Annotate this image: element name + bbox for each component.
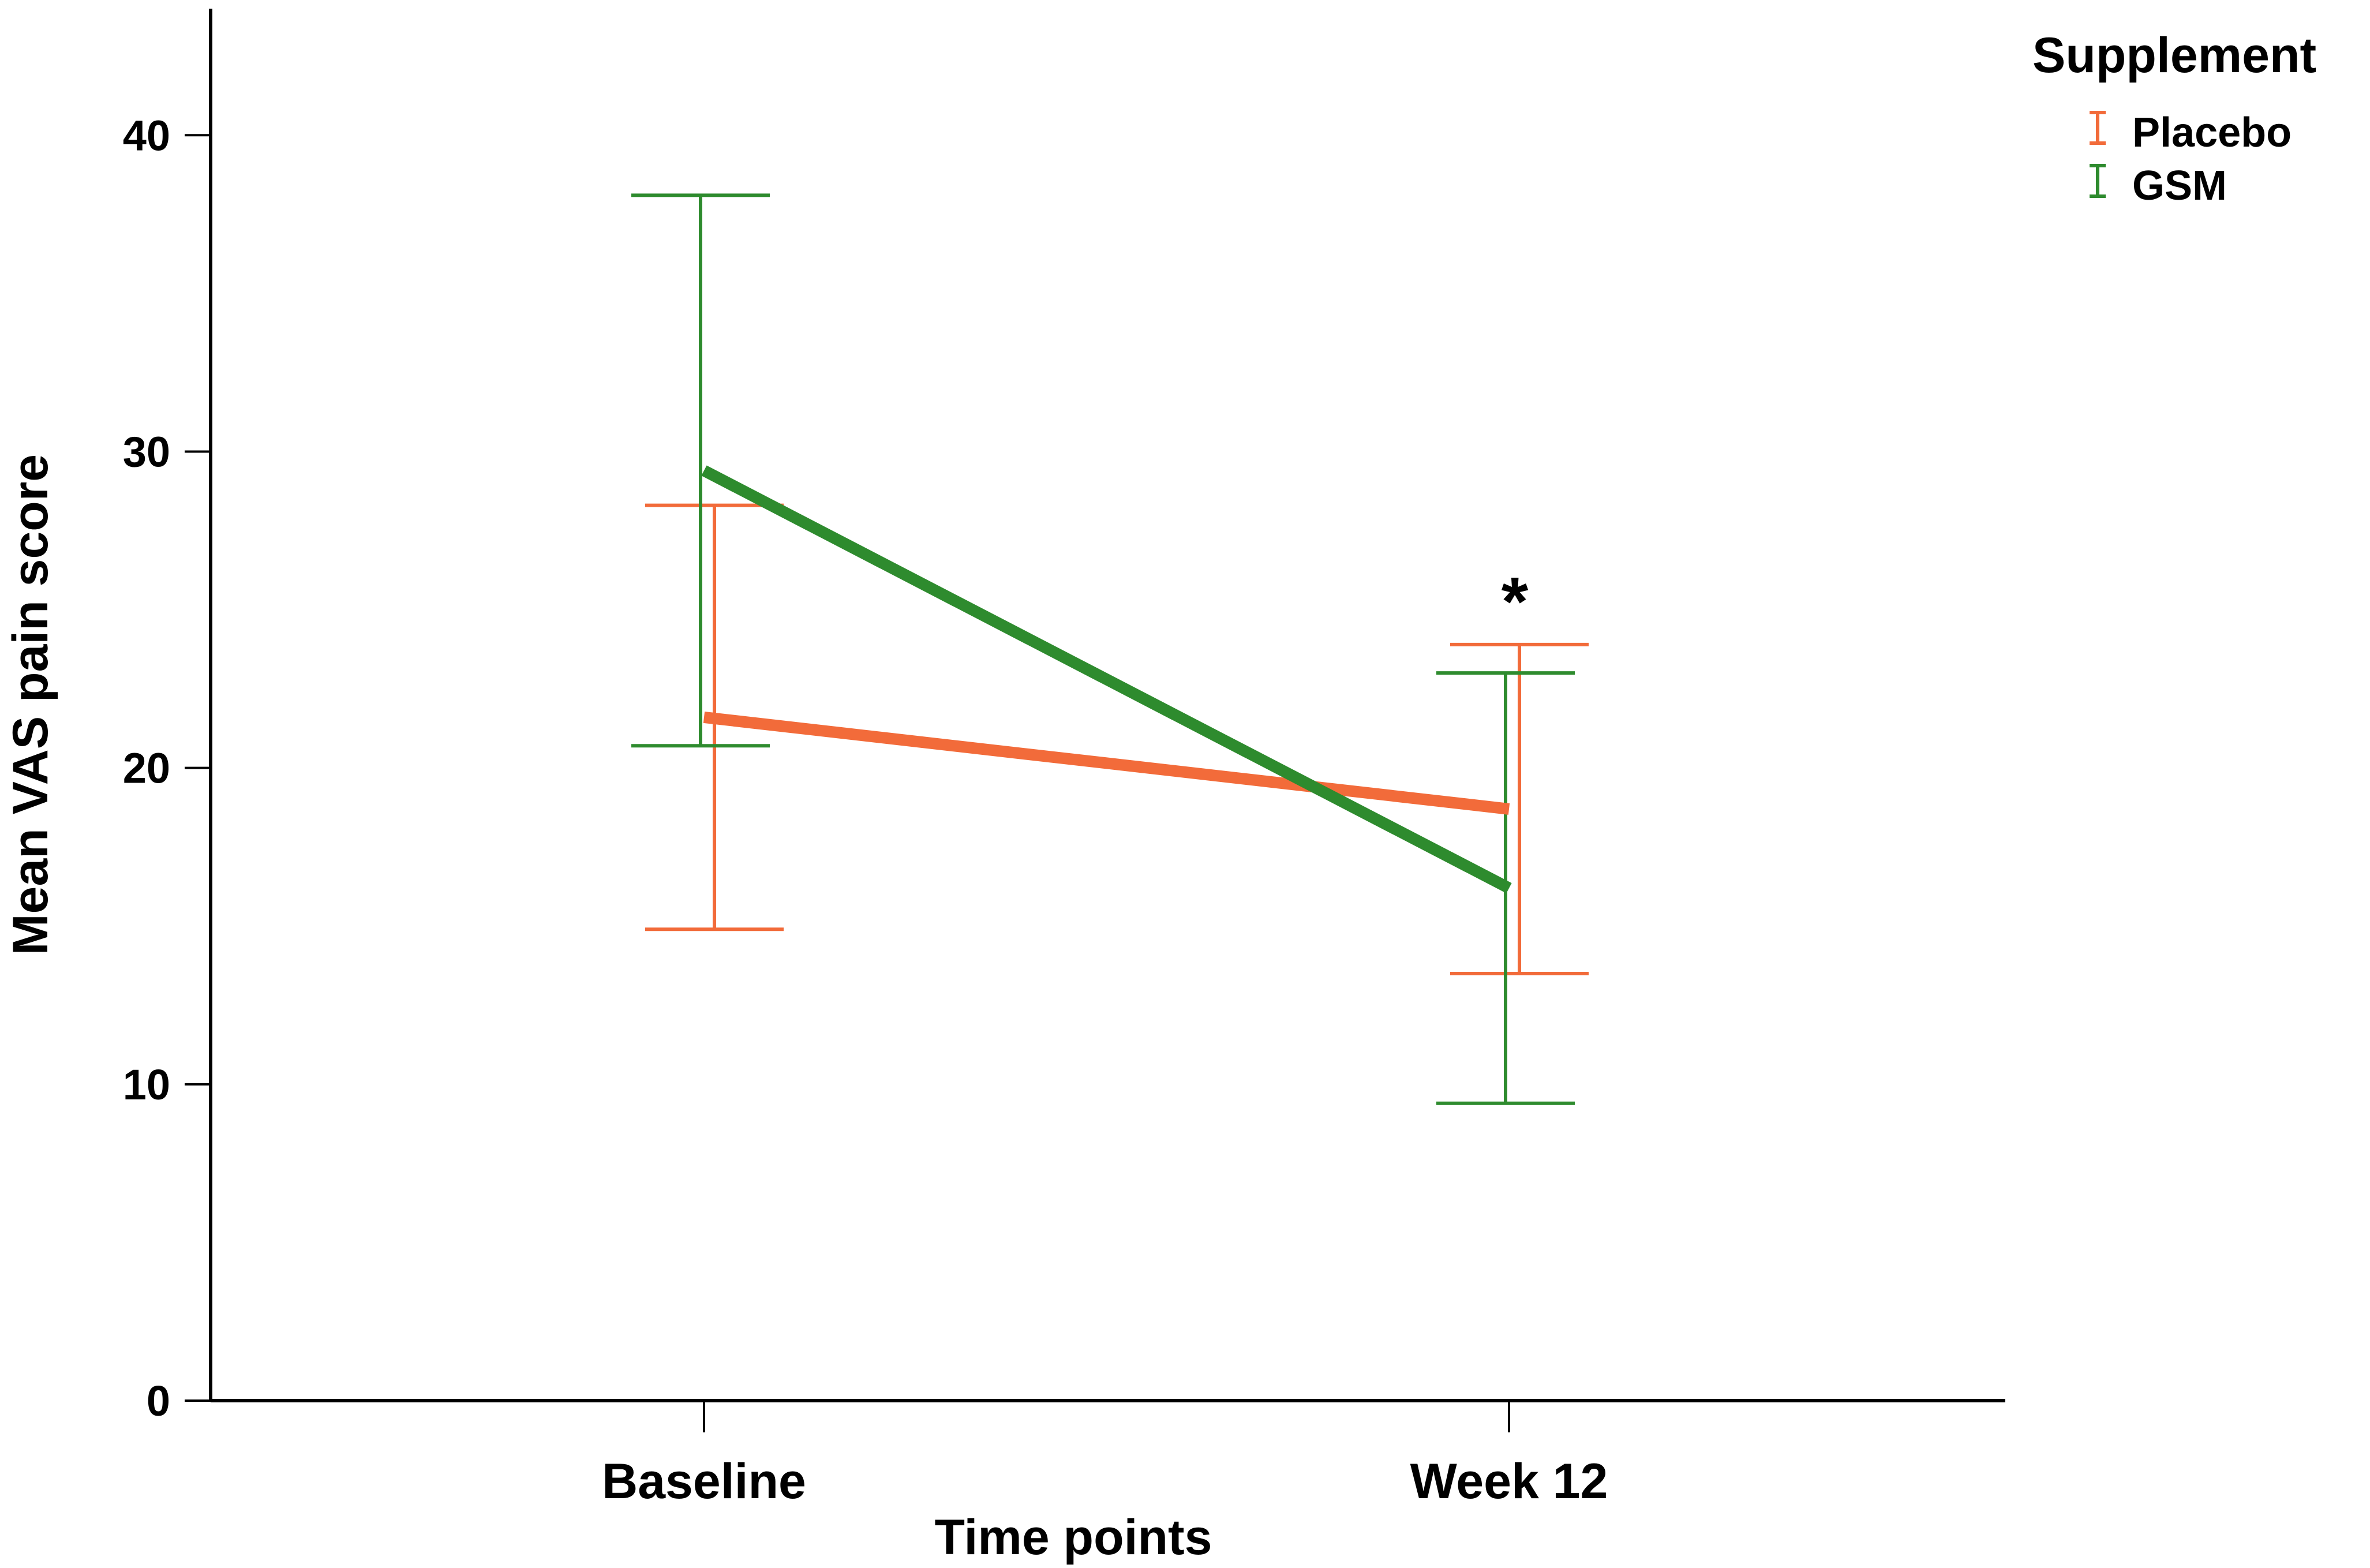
series-gsm-errorbars — [631, 193, 1575, 1105]
x-tick-label: Baseline — [602, 1454, 806, 1509]
significance-marker: * — [1502, 563, 1529, 641]
annotations: * — [1502, 563, 1529, 641]
legend: Supplement Placebo GSM — [2032, 28, 2316, 209]
y-tick-label: 0 — [147, 1377, 170, 1425]
legend-items: Placebo GSM — [2090, 110, 2292, 209]
legend-item-label: Placebo — [2132, 110, 2292, 156]
y-tick-label: 40 — [123, 111, 170, 159]
series-group — [631, 193, 1589, 1105]
y-axis-title: Mean VAS pain score — [3, 454, 58, 955]
y-tick-label: 20 — [123, 744, 170, 792]
series-gsm-line — [701, 465, 1512, 893]
x-tick-label: Week 12 — [1410, 1454, 1608, 1509]
series-placebo-line — [703, 711, 1510, 815]
series-placebo-errorbars — [645, 503, 1589, 975]
y-tick-label: 10 — [123, 1061, 170, 1109]
legend-item-label: GSM — [2132, 163, 2227, 209]
y-axis-ticks: 0 10 20 30 40 — [123, 111, 211, 1425]
y-tick-label: 30 — [123, 428, 170, 476]
x-axis-ticks: Baseline Week 12 — [602, 1401, 1608, 1509]
legend-title: Supplement — [2032, 28, 2316, 83]
x-axis-title: Time points — [934, 1510, 1212, 1565]
